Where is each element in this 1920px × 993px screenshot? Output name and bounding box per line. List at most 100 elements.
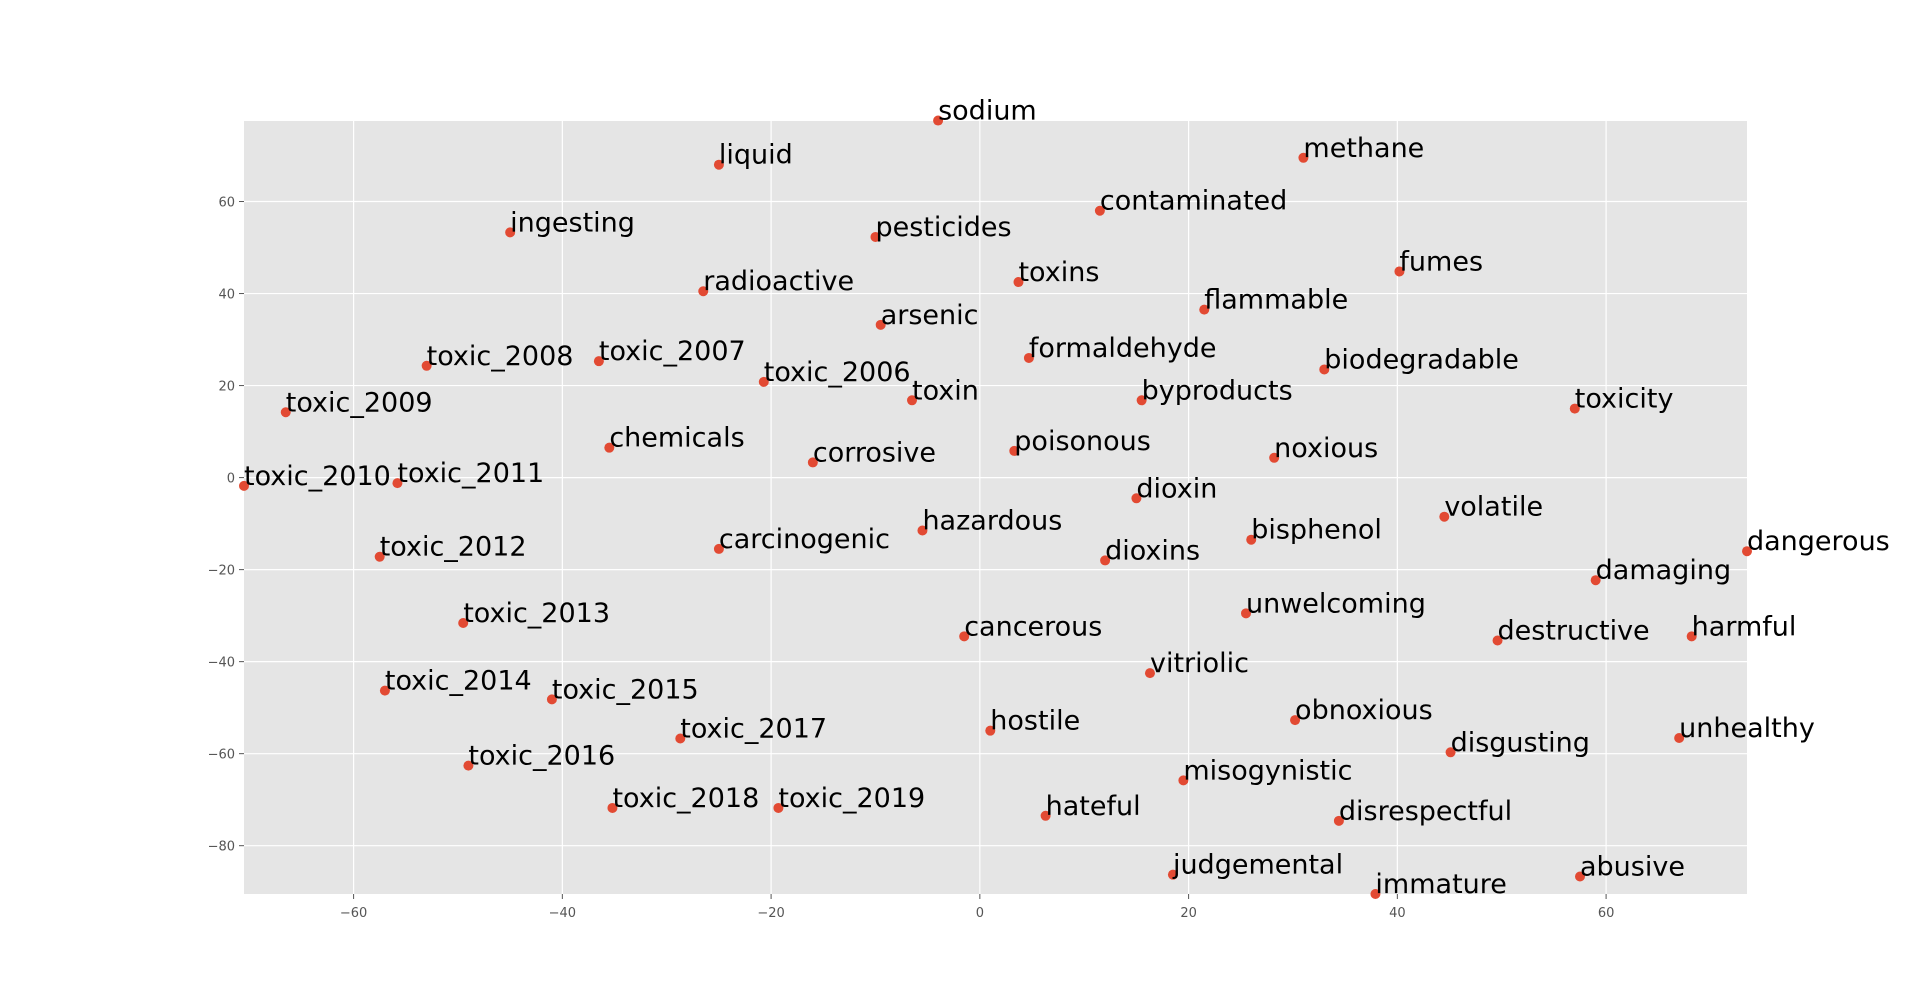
point-label: toxic_2013: [463, 598, 610, 629]
point-label: toxic_2006: [764, 357, 911, 388]
point-label: chemicals: [609, 423, 744, 454]
point-carcinogenic: [713, 543, 724, 554]
point-obnoxious: [1290, 715, 1301, 726]
point-label: toxic_2009: [286, 387, 433, 418]
point-label: vitriolic: [1150, 648, 1249, 679]
point-label: hostile: [990, 706, 1080, 737]
point-label: disgusting: [1451, 727, 1590, 758]
point-hateful: [1040, 810, 1051, 821]
point-contaminated: [1094, 205, 1105, 216]
point-label: abusive: [1580, 852, 1685, 883]
point-formaldehyde: [1023, 352, 1034, 363]
point-volatile: [1439, 511, 1450, 522]
point-toxic-2019: [773, 802, 784, 813]
point-disgusting: [1445, 747, 1456, 758]
point-label: dioxins: [1105, 535, 1200, 566]
point-toxic-2012: [374, 551, 385, 562]
point-label: unwelcoming: [1246, 588, 1426, 619]
point-label: cancerous: [964, 611, 1102, 642]
point-label: toxic_2010: [244, 461, 391, 492]
point-label: biodegradable: [1324, 344, 1519, 375]
point-immature: [1370, 889, 1381, 899]
point-label: toxin: [912, 375, 979, 406]
point-label: liquid: [719, 140, 793, 171]
x-tick-label: −60: [340, 906, 367, 921]
y-tick-label: 20: [218, 380, 235, 395]
y-tick-label: 0: [227, 472, 235, 487]
point-label: sodium: [938, 96, 1037, 127]
point-hazardous: [917, 525, 928, 536]
point-toxic-2013: [458, 617, 469, 628]
y-tick-label: −40: [208, 656, 235, 671]
point-dioxins: [1100, 555, 1111, 566]
point-toxic-2014: [379, 685, 390, 696]
point-label: immature: [1375, 869, 1506, 900]
point-damaging: [1590, 575, 1601, 586]
y-tick-label: −60: [208, 748, 235, 763]
point-toxic-2010: [239, 480, 249, 491]
point-vitriolic: [1144, 668, 1155, 679]
point-toxic-2016: [463, 760, 474, 771]
point-label: methane: [1303, 133, 1424, 164]
point-label: judgemental: [1172, 850, 1343, 881]
x-tick-label: 40: [1389, 906, 1406, 921]
point-cancerous: [959, 631, 970, 642]
point-label: disrespectful: [1339, 796, 1512, 827]
x-tick-label: 20: [1180, 906, 1197, 921]
point-bisphenol: [1246, 534, 1257, 545]
point-label: toxic_2012: [380, 532, 527, 563]
point-label: hazardous: [922, 506, 1062, 537]
point-dangerous: [1742, 546, 1752, 557]
point-label: flammable: [1204, 285, 1348, 316]
point-label: arsenic: [881, 300, 979, 331]
y-tick-label: 60: [218, 196, 235, 211]
y-tick-label: 40: [218, 288, 235, 303]
point-destructive: [1492, 635, 1503, 646]
point-toxic-2017: [675, 733, 686, 744]
point-label: ingesting: [510, 207, 635, 238]
point-unwelcoming: [1241, 608, 1251, 619]
point-label: unhealthy: [1679, 713, 1815, 744]
x-axis-ticks: −60 −40 −20 0 20 40 60: [340, 894, 1614, 921]
point-label: dangerous: [1747, 526, 1890, 557]
point-toxic-2008: [421, 360, 432, 371]
point-misogynistic: [1178, 775, 1189, 786]
point-label: byproducts: [1142, 375, 1293, 406]
x-tick-label: −20: [757, 906, 784, 921]
point-label: carcinogenic: [719, 524, 890, 555]
point-judgemental: [1167, 869, 1178, 880]
point-label: poisonous: [1014, 426, 1151, 457]
point-abusive: [1575, 871, 1585, 882]
point-label: radioactive: [703, 266, 854, 297]
point-noxious: [1269, 452, 1280, 463]
point-label: toxic_2008: [427, 341, 574, 372]
point-byproducts: [1136, 395, 1147, 406]
point-pesticides: [870, 231, 881, 242]
point-label: noxious: [1274, 433, 1378, 464]
point-toxin: [907, 395, 917, 406]
point-label: toxins: [1018, 257, 1099, 288]
plot-area: [244, 121, 1747, 894]
point-toxic-2006: [758, 376, 769, 387]
point-toxins: [1013, 277, 1024, 288]
point-poisonous: [1009, 445, 1020, 456]
point-label: misogynistic: [1183, 755, 1352, 786]
y-axis-ticks: −80 −60 −40 −20 0 20 40 60: [208, 196, 244, 855]
point-toxic-2007: [593, 356, 604, 367]
point-toxic-2011: [392, 478, 403, 489]
point-methane: [1298, 152, 1309, 163]
point-label: toxic_2017: [680, 713, 827, 744]
x-tick-label: 0: [976, 906, 984, 921]
point-label: toxicity: [1575, 384, 1674, 415]
point-harmful: [1686, 631, 1697, 642]
point-toxic-2009: [280, 407, 291, 418]
point-label: toxic_2011: [397, 458, 544, 489]
point-liquid: [713, 159, 724, 170]
point-label: pesticides: [875, 212, 1011, 243]
point-label: hateful: [1046, 791, 1141, 822]
point-label: harmful: [1692, 611, 1797, 642]
point-arsenic: [875, 319, 886, 330]
x-tick-label: −40: [549, 906, 576, 921]
point-toxicity: [1569, 403, 1580, 414]
